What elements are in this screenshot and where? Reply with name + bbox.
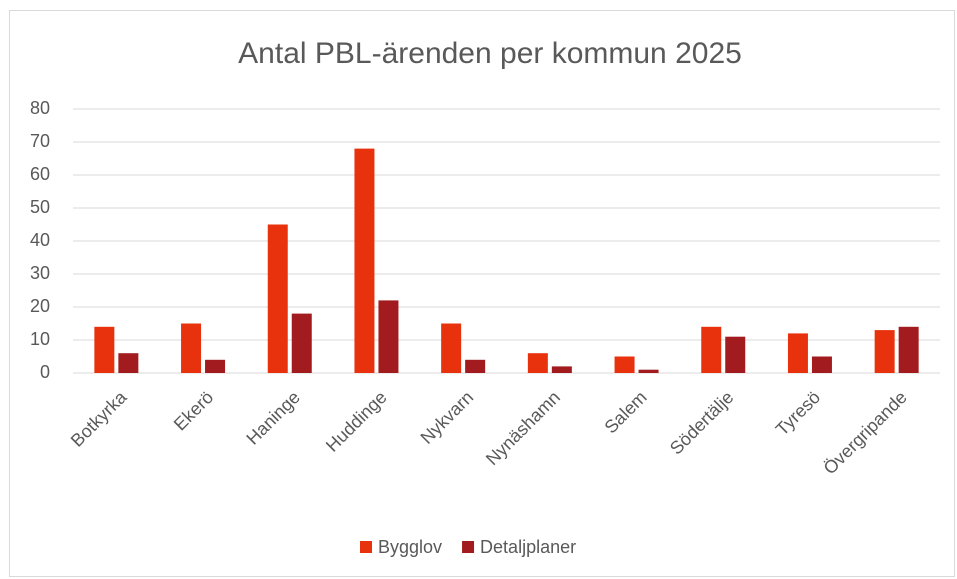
bar <box>638 369 659 373</box>
bar <box>701 326 722 373</box>
legend-swatch <box>360 541 372 553</box>
y-tick-label: 30 <box>30 263 50 283</box>
bar <box>181 323 202 373</box>
bar <box>118 353 139 373</box>
bar <box>898 326 919 373</box>
bar <box>94 326 115 373</box>
y-tick-label: 10 <box>30 329 50 349</box>
legend-swatch <box>462 541 475 553</box>
bar <box>205 359 226 373</box>
legend-label: Detaljplaner <box>480 537 576 557</box>
chart-border <box>9 10 955 577</box>
y-tick-label: 60 <box>30 164 50 184</box>
y-tick-label: 40 <box>30 230 50 250</box>
bar <box>551 366 572 373</box>
bar <box>291 313 312 373</box>
y-tick-label: 20 <box>30 296 50 316</box>
y-tick-label: 80 <box>30 98 50 118</box>
bar <box>787 333 808 373</box>
bar <box>465 359 486 373</box>
bar <box>811 356 832 373</box>
y-tick-label: 0 <box>40 362 50 382</box>
y-tick-label: 50 <box>30 197 50 217</box>
bar <box>527 353 548 373</box>
bar <box>725 336 746 373</box>
bar <box>614 356 635 373</box>
chart-title: Antal PBL-ärenden per kommun 2025 <box>238 37 742 70</box>
bar <box>378 300 399 373</box>
bar <box>267 224 288 373</box>
y-tick-label: 70 <box>30 131 50 151</box>
bar <box>354 148 375 373</box>
legend-label: Bygglov <box>378 537 442 557</box>
bar <box>874 330 895 373</box>
bar <box>441 323 462 373</box>
